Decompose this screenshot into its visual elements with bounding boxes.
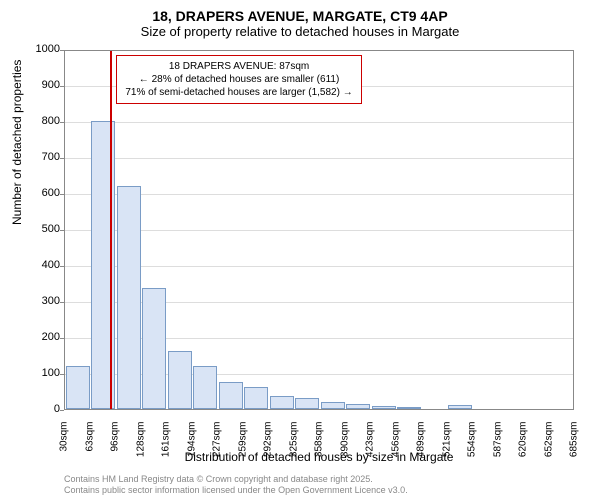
property-marker-line	[110, 51, 112, 409]
chart-subtitle: Size of property relative to detached ho…	[0, 24, 600, 43]
chart-title: 18, DRAPERS AVENUE, MARGATE, CT9 4AP	[0, 0, 600, 24]
y-tick-label: 0	[20, 403, 60, 415]
x-tick-label: 259sqm	[237, 422, 248, 472]
footer-attribution: Contains HM Land Registry data © Crown c…	[64, 474, 408, 496]
info-line-1: 18 DRAPERS AVENUE: 87sqm	[125, 60, 352, 73]
y-tick-label: 900	[20, 79, 60, 91]
x-tick-label: 390sqm	[339, 422, 350, 472]
histogram-bar	[372, 406, 396, 409]
histogram-bar	[168, 351, 192, 409]
x-tick-label: 521sqm	[441, 422, 452, 472]
y-tick-label: 300	[20, 295, 60, 307]
info-line-3: 71% of semi-detached houses are larger (…	[125, 86, 352, 99]
histogram-bar	[448, 405, 472, 409]
y-tick-label: 100	[20, 367, 60, 379]
histogram-bar	[117, 186, 141, 409]
histogram-bar	[295, 398, 319, 409]
x-tick-label: 423sqm	[365, 422, 376, 472]
y-tick-label: 400	[20, 259, 60, 271]
x-tick-label: 620sqm	[518, 422, 529, 472]
x-tick-label: 685sqm	[569, 422, 580, 472]
x-tick-label: 489sqm	[416, 422, 427, 472]
x-tick-label: 325sqm	[288, 422, 299, 472]
histogram-bar	[244, 387, 268, 409]
x-tick-label: 554sqm	[467, 422, 478, 472]
x-tick-label: 161sqm	[161, 422, 172, 472]
histogram-bar	[346, 404, 370, 409]
chart-plot-area: 18 DRAPERS AVENUE: 87sqm ← 28% of detach…	[64, 50, 574, 410]
y-tick-label: 1000	[20, 43, 60, 55]
histogram-bar	[193, 366, 217, 409]
x-tick-label: 292sqm	[263, 422, 274, 472]
x-tick-label: 63sqm	[84, 422, 95, 472]
y-tick-label: 500	[20, 223, 60, 235]
x-axis-label: Distribution of detached houses by size …	[64, 450, 574, 464]
histogram-bar	[397, 407, 421, 409]
footer-line-2: Contains public sector information licen…	[64, 485, 408, 496]
y-tick-label: 700	[20, 151, 60, 163]
y-tick-label: 200	[20, 331, 60, 343]
histogram-bar	[66, 366, 90, 409]
histogram-bar	[142, 288, 166, 409]
x-tick-label: 227sqm	[212, 422, 223, 472]
info-line-2: ← 28% of detached houses are smaller (61…	[125, 73, 352, 86]
x-tick-label: 128sqm	[135, 422, 146, 472]
x-tick-label: 587sqm	[492, 422, 503, 472]
footer-line-1: Contains HM Land Registry data © Crown c…	[64, 474, 408, 485]
histogram-bar	[270, 396, 294, 409]
histogram-bar	[321, 402, 345, 409]
histogram-bar	[219, 382, 243, 409]
x-tick-label: 652sqm	[543, 422, 554, 472]
x-tick-label: 194sqm	[186, 422, 197, 472]
y-tick-label: 800	[20, 115, 60, 127]
x-tick-label: 456sqm	[390, 422, 401, 472]
property-info-box: 18 DRAPERS AVENUE: 87sqm ← 28% of detach…	[116, 55, 361, 104]
x-tick-label: 358sqm	[314, 422, 325, 472]
y-tick-label: 600	[20, 187, 60, 199]
x-tick-label: 30sqm	[59, 422, 70, 472]
x-tick-label: 96sqm	[110, 422, 121, 472]
